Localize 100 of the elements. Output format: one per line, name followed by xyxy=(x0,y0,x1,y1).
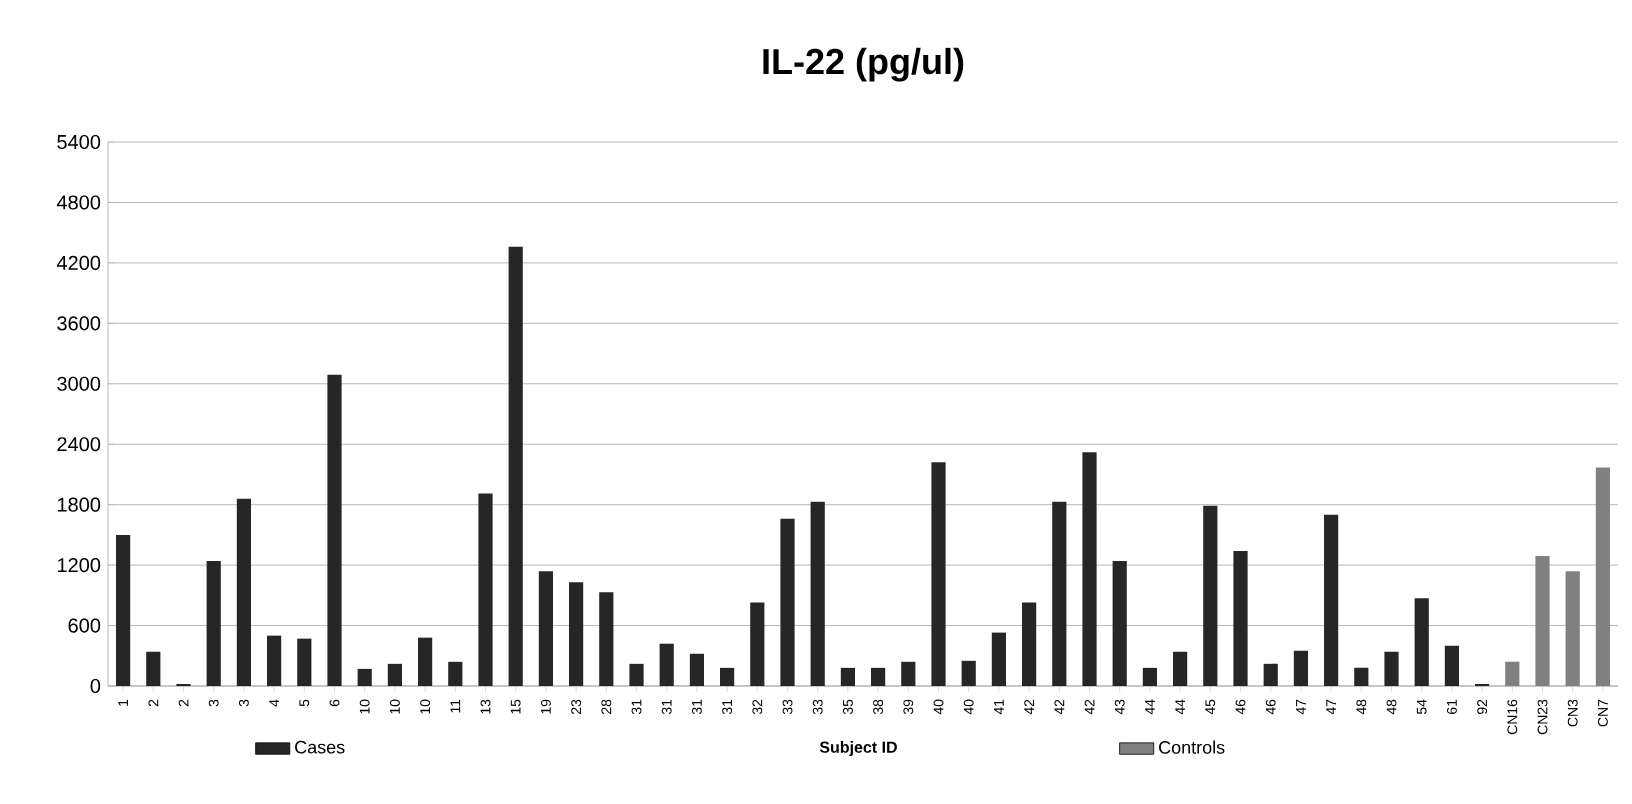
x-tick-label: 33 xyxy=(782,699,793,715)
bar xyxy=(418,637,433,686)
x-tick-label: 45 xyxy=(1205,699,1216,715)
bar xyxy=(538,571,554,686)
y-tick-label: 4800 xyxy=(56,195,101,210)
bar xyxy=(1263,663,1278,686)
bar xyxy=(1505,661,1520,686)
bar xyxy=(1324,514,1339,686)
bar xyxy=(1082,452,1097,686)
y-tick-label: 0 xyxy=(90,678,101,694)
x-tick-label: 40 xyxy=(933,699,944,715)
x-tick-label: 2 xyxy=(178,699,189,707)
bar xyxy=(1535,556,1550,686)
bar xyxy=(1444,645,1459,686)
bar xyxy=(991,632,1007,686)
x-tick-label: 31 xyxy=(661,699,672,715)
bar xyxy=(931,462,946,686)
x-tick-label: CN7 xyxy=(1597,699,1608,727)
bar xyxy=(387,663,403,686)
bar xyxy=(1173,651,1188,686)
x-tick-label: 31 xyxy=(631,699,642,715)
x-tick-label: 13 xyxy=(480,699,491,714)
bar xyxy=(840,667,856,686)
x-tick-label: 33 xyxy=(812,699,823,715)
bar xyxy=(236,498,251,686)
x-tick-label: 31 xyxy=(691,699,702,715)
x-tick-label: 10 xyxy=(420,699,431,714)
bar xyxy=(448,661,463,686)
x-tick-label: 4 xyxy=(269,699,279,707)
bar xyxy=(1233,551,1248,686)
x-axis-title: Subject ID xyxy=(819,741,897,757)
bar xyxy=(750,602,765,686)
y-tick-label: 1200 xyxy=(57,558,101,573)
x-tick-label: CN3 xyxy=(1567,699,1578,727)
x-tick-label: 42 xyxy=(1084,699,1095,715)
x-tick-label: 2 xyxy=(148,699,159,707)
bar xyxy=(357,668,372,686)
y-tick-label: 600 xyxy=(68,618,101,633)
x-tick-label: 43 xyxy=(1114,699,1125,715)
x-tick-label: 5 xyxy=(299,699,310,707)
x-tick-label: 40 xyxy=(963,699,974,715)
x-tick-label: 15 xyxy=(510,699,521,714)
bar xyxy=(1293,650,1308,686)
bar xyxy=(689,653,705,686)
x-tick-label: 10 xyxy=(389,699,400,714)
x-tick-label: 23 xyxy=(571,699,582,714)
x-tick-label: 41 xyxy=(994,699,1004,715)
x-tick-label: 47 xyxy=(1296,699,1306,715)
y-tick-label: 3000 xyxy=(57,376,101,391)
x-tick-label: 42 xyxy=(1024,699,1034,715)
x-tick-label: 31 xyxy=(722,699,733,715)
bar xyxy=(1142,667,1158,686)
x-tick-label: 92 xyxy=(1477,699,1488,714)
bar xyxy=(146,651,161,686)
legend-label: Controls xyxy=(1159,740,1225,754)
x-tick-label: 32 xyxy=(752,699,763,715)
x-tick-label: CN23 xyxy=(1537,699,1548,735)
x-tick-label: 44 xyxy=(1175,699,1185,715)
y-tick-label: 5400 xyxy=(57,134,101,150)
x-tick-label: 19 xyxy=(540,699,551,714)
x-tick-label: 48 xyxy=(1386,699,1397,715)
x-tick-label: 3 xyxy=(238,699,249,707)
x-tick-label: 47 xyxy=(1326,699,1336,715)
bar xyxy=(327,374,342,686)
y-tick-label: 1800 xyxy=(57,497,101,512)
bar xyxy=(1414,598,1429,686)
x-tick-label: 48 xyxy=(1356,699,1367,715)
legend-label: Cases xyxy=(295,740,345,754)
y-tick-label: 4200 xyxy=(56,255,101,270)
bar xyxy=(1112,561,1127,686)
bar xyxy=(116,534,131,686)
x-tick-label: 39 xyxy=(903,699,914,715)
x-tick-label: 35 xyxy=(842,699,853,715)
bar xyxy=(508,246,523,686)
x-tick-label: 54 xyxy=(1416,699,1427,715)
x-tick-label: 3 xyxy=(208,699,219,707)
bar xyxy=(901,661,916,686)
x-tick-label: 6 xyxy=(329,699,340,707)
bar xyxy=(478,493,493,686)
x-tick-label: 11 xyxy=(450,699,461,713)
bar xyxy=(1052,501,1067,686)
x-tick-label: 38 xyxy=(873,699,884,715)
x-tick-label: 42 xyxy=(1054,699,1065,715)
x-tick-label: 44 xyxy=(1145,699,1155,715)
bar xyxy=(569,582,584,686)
bar xyxy=(1595,467,1610,686)
chart-title: IL-22 (pg/ul) xyxy=(763,47,964,82)
bar xyxy=(720,667,735,686)
x-tick-label: 28 xyxy=(601,699,612,714)
bar xyxy=(176,683,191,686)
bar xyxy=(961,660,976,686)
bar xyxy=(1022,602,1037,686)
bar xyxy=(1354,667,1369,686)
bar xyxy=(780,518,795,686)
bar xyxy=(599,592,614,686)
bar xyxy=(267,635,282,686)
bar xyxy=(1565,571,1580,686)
bar xyxy=(297,638,312,686)
x-tick-label: 46 xyxy=(1265,699,1276,715)
bar xyxy=(1384,651,1399,686)
